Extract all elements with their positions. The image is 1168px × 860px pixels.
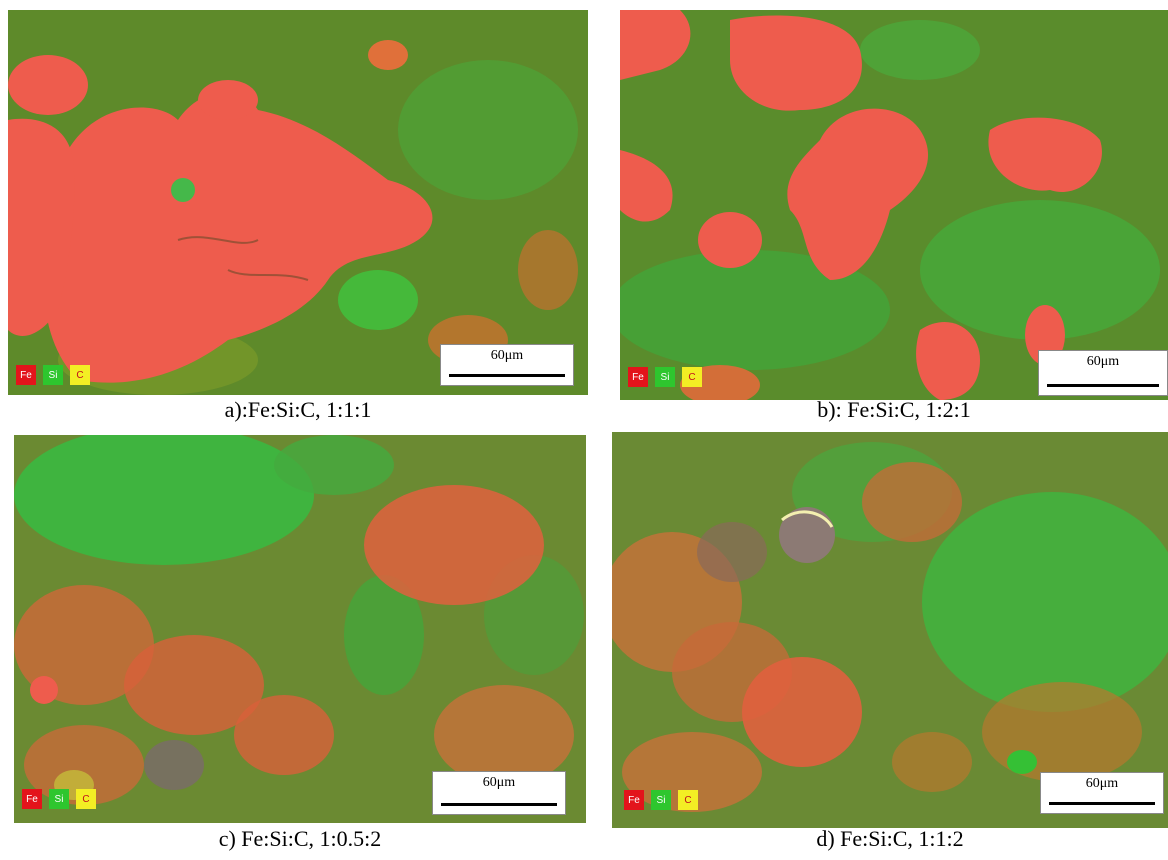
element-legend: Fe Si C bbox=[22, 789, 96, 809]
scale-bar: 60μm bbox=[1040, 772, 1164, 814]
legend-c: C bbox=[76, 789, 96, 809]
caption-d: d) Fe:Si:C, 1:1:2 bbox=[816, 826, 964, 851]
legend-fe: Fe bbox=[16, 365, 36, 385]
scale-bar-label: 60μm bbox=[1086, 354, 1120, 369]
legend-fe: Fe bbox=[22, 789, 42, 809]
scale-bar-line bbox=[1047, 384, 1159, 387]
caption-a: a):Fe:Si:C, 1:1:1 bbox=[224, 397, 372, 422]
legend-si: Si bbox=[651, 790, 671, 810]
scale-bar: 60μm bbox=[432, 771, 566, 815]
scale-bar-line bbox=[441, 803, 557, 806]
scale-bar: 60μm bbox=[1038, 350, 1168, 396]
scale-bar: 60μm bbox=[440, 344, 574, 386]
element-legend: Fe Si C bbox=[624, 790, 698, 810]
legend-c: C bbox=[682, 367, 702, 387]
legend-si: Si bbox=[655, 367, 675, 387]
scale-bar-label: 60μm bbox=[490, 348, 524, 363]
legend-fe: Fe bbox=[624, 790, 644, 810]
eds-map-panel-d: Fe Si C 60μm bbox=[612, 432, 1168, 828]
eds-map-image-a bbox=[8, 10, 588, 395]
legend-si: Si bbox=[43, 365, 63, 385]
eds-map-panel-a: Fe Si C 60μm bbox=[8, 10, 588, 395]
caption-c: c) Fe:Si:C, 1:0.5:2 bbox=[218, 826, 382, 851]
element-legend: Fe Si C bbox=[628, 367, 702, 387]
scale-bar-line bbox=[1049, 802, 1155, 805]
element-legend: Fe Si C bbox=[16, 365, 90, 385]
eds-map-panel-b: Fe Si C 60μm bbox=[620, 10, 1168, 400]
legend-fe: Fe bbox=[628, 367, 648, 387]
scale-bar-label: 60μm bbox=[482, 775, 516, 790]
scale-bar-line bbox=[449, 374, 565, 377]
legend-c: C bbox=[678, 790, 698, 810]
eds-map-image-c bbox=[14, 435, 586, 823]
caption-b: b): Fe:Si:C, 1:2:1 bbox=[817, 397, 971, 422]
eds-map-image-d bbox=[612, 432, 1168, 828]
scale-bar-label: 60μm bbox=[1085, 776, 1119, 791]
legend-c: C bbox=[70, 365, 90, 385]
legend-si: Si bbox=[49, 789, 69, 809]
eds-map-image-b bbox=[620, 10, 1168, 400]
eds-map-panel-c: Fe Si C 60μm bbox=[14, 435, 586, 823]
